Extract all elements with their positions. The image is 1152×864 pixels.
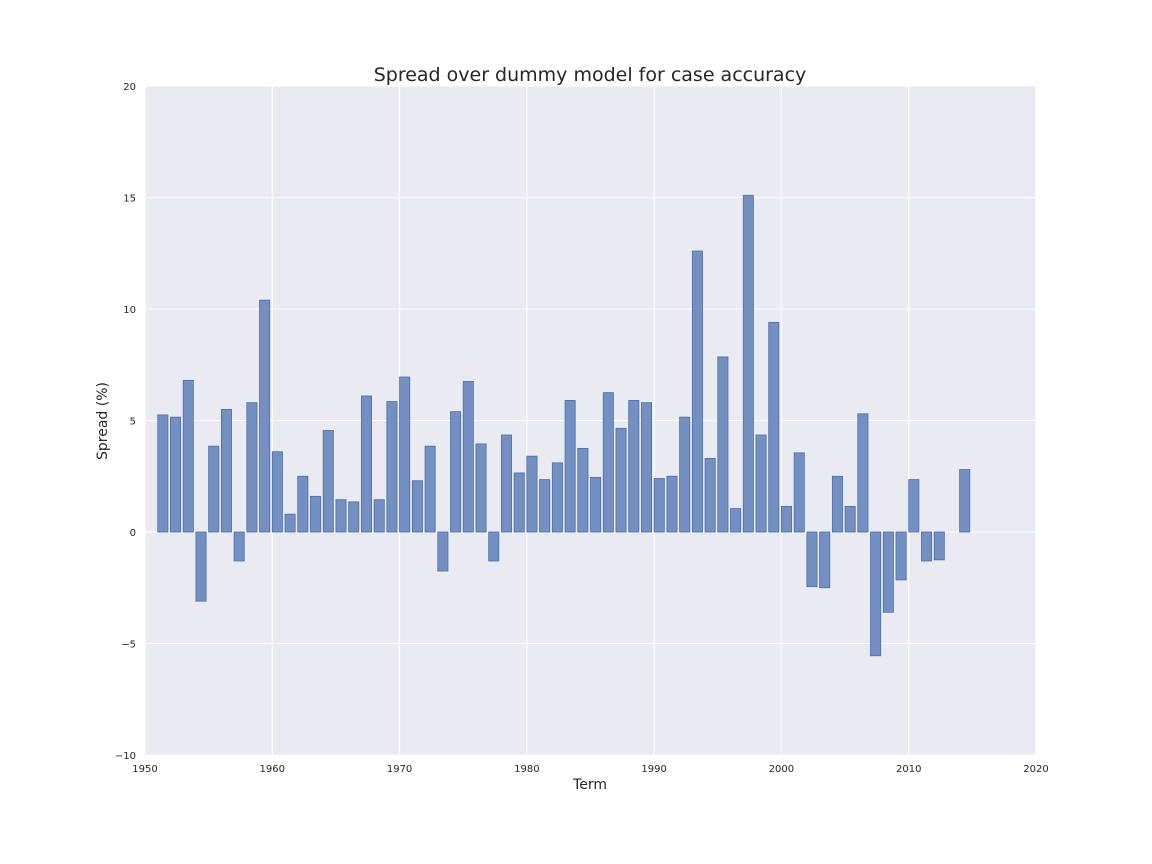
x-tick-label: 1950 (132, 764, 157, 775)
bar-1973 (437, 531, 449, 572)
bar-1979 (513, 472, 525, 533)
bar-1955 (208, 445, 220, 533)
bar-1992 (679, 416, 691, 533)
bar-1962 (297, 475, 309, 533)
bar-2004 (831, 475, 843, 533)
y-tick-label: −5 (121, 640, 136, 651)
bar-1989 (641, 402, 652, 533)
bar-1994 (704, 458, 716, 533)
bar-1971 (411, 480, 423, 533)
y-tick-label: 15 (123, 194, 136, 205)
bar-1981 (539, 479, 551, 533)
chart-title: Spread over dummy model for case accurac… (374, 64, 807, 86)
bar-1972 (424, 445, 436, 533)
bar-1990 (653, 478, 665, 533)
bar-1977 (488, 531, 500, 562)
bar-1978 (500, 434, 512, 533)
y-tick-label: 0 (130, 528, 136, 539)
bar-2000 (781, 505, 793, 533)
bar-1988 (628, 400, 640, 533)
bar-1960 (271, 451, 283, 533)
bar-2006 (857, 413, 869, 533)
bar-1970 (399, 376, 411, 533)
bar-2005 (844, 505, 856, 533)
bar-2012 (933, 531, 945, 561)
x-axis-label: Term (572, 777, 607, 793)
bar-1968 (373, 499, 385, 533)
bar-1984 (577, 447, 589, 533)
bar-2011 (921, 531, 933, 562)
bar-2010 (908, 479, 920, 533)
bar-1995 (717, 356, 729, 533)
y-axis-label: Spread (%) (95, 382, 111, 460)
bar-2014 (959, 469, 971, 533)
x-tick-label: 1980 (514, 764, 539, 775)
x-tick-label: 2020 (1023, 764, 1048, 775)
bar-1958 (246, 402, 258, 533)
y-tick-label: 5 (130, 417, 136, 428)
bar-1966 (348, 501, 360, 533)
bar-1965 (335, 499, 347, 533)
bar-1982 (551, 462, 563, 533)
bar-1957 (233, 531, 245, 562)
bar-1980 (526, 455, 538, 533)
bar-2009 (895, 531, 907, 581)
bar-1976 (475, 443, 487, 533)
bar-1999 (768, 321, 780, 533)
x-tick-label: 2000 (769, 764, 794, 775)
x-tick-labels: 1950 1960 1970 1980 1990 2000 2010 2020 (132, 764, 1048, 775)
y-tick-labels: 20 15 10 5 0 −5 −10 (115, 82, 136, 762)
x-tick-label: 1960 (260, 764, 285, 775)
bar-1964 (322, 430, 334, 533)
bar-1967 (360, 395, 372, 533)
grid-lines (144, 85, 1037, 756)
bar-1975 (462, 381, 474, 533)
bar-1969 (386, 401, 398, 533)
bar-1959 (259, 299, 271, 533)
bar-1986 (602, 392, 614, 533)
bar-1996 (730, 508, 742, 533)
x-tick-label: 2010 (896, 764, 921, 775)
x-tick-label: 1970 (387, 764, 412, 775)
bar-1987 (615, 427, 627, 533)
bar-1997 (742, 194, 754, 533)
bar-1953 (182, 379, 194, 533)
bar-1993 (691, 250, 703, 533)
bar-2007 (870, 531, 882, 657)
bar-1961 (284, 513, 296, 533)
bar-2001 (793, 452, 805, 533)
y-tick-label: 10 (123, 305, 136, 316)
bar-2002 (806, 531, 818, 588)
bar-1983 (564, 400, 576, 533)
x-tick-label: 1990 (641, 764, 666, 775)
bar-1985 (590, 476, 602, 533)
bar-1998 (755, 434, 767, 533)
bar-1952 (170, 416, 182, 533)
bar-1974 (450, 411, 462, 533)
bar-1963 (310, 495, 322, 533)
y-tick-label: −10 (115, 751, 136, 762)
bar-1954 (195, 531, 207, 602)
bar-2008 (882, 531, 894, 613)
bar-1956 (220, 408, 232, 533)
bar-1951 (157, 414, 169, 533)
bar-2003 (819, 531, 831, 589)
y-tick-label: 20 (123, 82, 136, 93)
bar-1991 (666, 475, 678, 533)
bars (157, 194, 971, 657)
